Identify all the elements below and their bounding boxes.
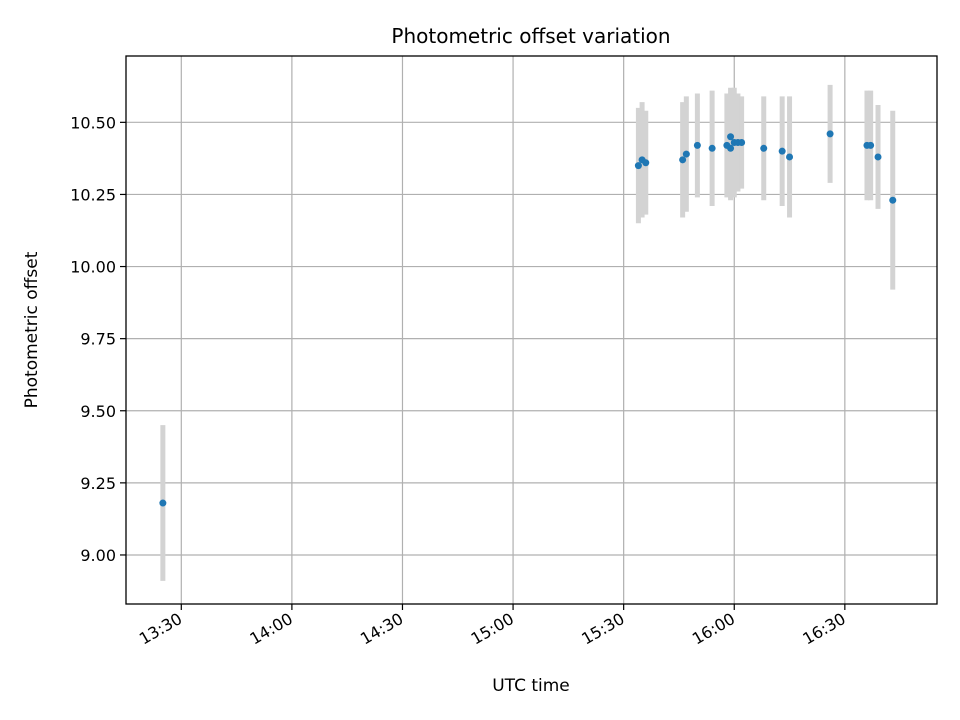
data-point [738,139,746,147]
data-point [634,162,642,170]
data-point [693,141,701,149]
data-point [826,130,834,138]
data-point [778,147,786,155]
data-point [786,153,794,161]
data-points [159,130,897,507]
plot-frame [125,55,938,605]
data-point [708,144,716,152]
y-tick-label: 10.50 [70,113,116,132]
y-axis-title: Photometric offset [22,251,42,408]
data-point [867,141,875,149]
data-point [874,153,882,161]
y-axis: 9.00 9.25 9.50 9.75 10.00 10.25 10.50 [70,113,126,565]
y-tick-label: 10.00 [70,258,116,277]
y-tick-label: 9.25 [80,474,116,493]
data-point [159,499,167,507]
y-tick-label: 9.00 [80,546,116,565]
data-point [642,159,650,167]
chart-title: Photometric offset variation [391,24,670,48]
data-point [682,150,690,158]
y-tick-label: 9.50 [80,402,116,421]
data-point [727,144,735,152]
data-point [760,144,768,152]
data-point [889,196,897,204]
data-point [727,133,735,141]
data-point [679,156,687,164]
y-tick-label: 9.75 [80,330,116,349]
y-tick-label: 10.25 [70,185,116,204]
x-axis-title: UTC time [492,676,570,696]
